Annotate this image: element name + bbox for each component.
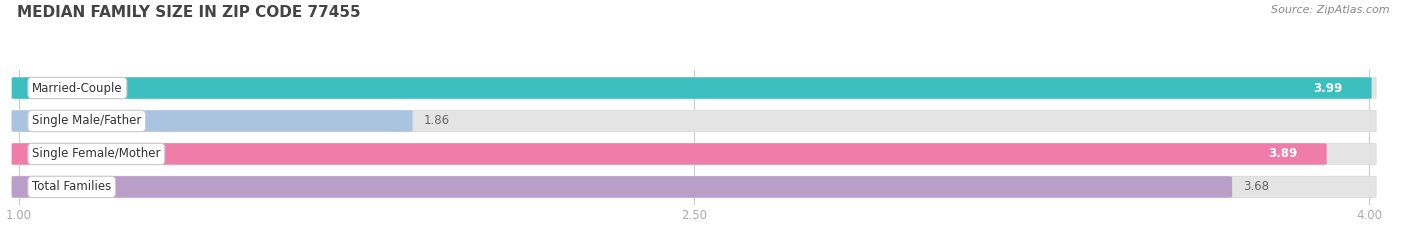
FancyBboxPatch shape: [11, 176, 1376, 198]
Text: 1.86: 1.86: [423, 114, 450, 127]
Text: Single Male/Father: Single Male/Father: [32, 114, 142, 127]
Text: 3.68: 3.68: [1243, 180, 1270, 193]
FancyBboxPatch shape: [11, 143, 1376, 165]
Text: 3.89: 3.89: [1268, 147, 1298, 161]
Text: Married-Couple: Married-Couple: [32, 82, 122, 95]
FancyBboxPatch shape: [11, 176, 1232, 198]
Text: 3.99: 3.99: [1313, 82, 1343, 95]
Text: MEDIAN FAMILY SIZE IN ZIP CODE 77455: MEDIAN FAMILY SIZE IN ZIP CODE 77455: [17, 5, 360, 20]
Text: Source: ZipAtlas.com: Source: ZipAtlas.com: [1271, 5, 1389, 15]
Text: Total Families: Total Families: [32, 180, 111, 193]
FancyBboxPatch shape: [11, 110, 1376, 132]
FancyBboxPatch shape: [11, 77, 1376, 99]
FancyBboxPatch shape: [11, 77, 1372, 99]
FancyBboxPatch shape: [11, 110, 412, 132]
FancyBboxPatch shape: [11, 143, 1327, 165]
Text: Single Female/Mother: Single Female/Mother: [32, 147, 160, 161]
